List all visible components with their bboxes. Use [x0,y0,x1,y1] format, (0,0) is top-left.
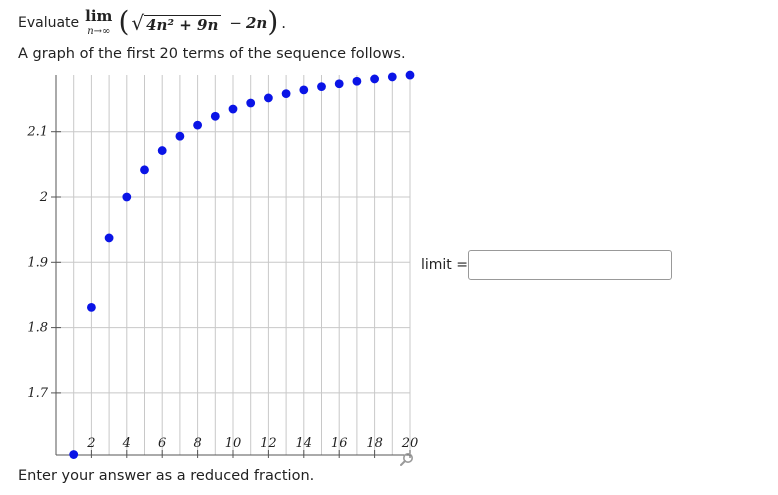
y-tick-label: 1.8 [27,321,48,336]
axis-layer [51,75,411,458]
zoom-lens [403,453,413,463]
x-tick-label: 18 [366,436,383,451]
graph-intro: A graph of the first 20 terms of the seq… [18,46,406,62]
data-point [157,146,167,155]
data-point [228,104,238,114]
tick-label-layer: 1.7 1.8 1.9 2 2.1 2 4 6 8 10 12 14 16 18 20 [26,125,418,451]
zoom-handle [400,460,406,466]
data-point [140,165,149,175]
data-point [104,233,114,243]
limit-label: limit = [421,257,468,273]
y-tick-label: 1.9 [27,255,48,270]
period: . [281,14,287,32]
limit-expression: lim n→∞ ( √ 4n² + 9n −2n ) . [85,5,287,38]
data-point [334,79,344,89]
term-2n: 2n [245,14,268,32]
y-tick-label: 2.1 [26,125,48,140]
data-point [122,192,132,202]
x-tick-label: 16 [331,436,348,451]
data-point [87,302,96,312]
x-tick-label: 12 [260,436,277,451]
data-point [175,131,185,141]
x-tick-label: 20 [401,436,419,451]
lim-word: lim [85,7,113,25]
data-point [69,450,79,459]
x-tick-label: 4 [122,436,131,451]
data-point [387,72,397,82]
subtracted-term: −2n [225,14,267,32]
x-tick-label: 2 [86,436,95,451]
evaluate-word: Evaluate [18,15,80,31]
lim-subscript: n→∞ [87,26,111,37]
point-layer [69,70,415,459]
data-point [193,120,203,130]
open-paren: ( [118,5,130,38]
data-point [210,111,220,121]
limit-answer-input[interactable] [468,250,672,280]
data-point [405,70,415,80]
y-tick-label: 1.7 [27,386,48,401]
data-point [264,93,273,103]
close-paren: ) [267,5,279,38]
lim-operator: lim n→∞ [85,9,112,37]
zoom-magnifier-icon[interactable] [400,453,413,466]
grid-layer [56,75,411,455]
data-point [352,76,362,86]
data-point [281,89,291,99]
x-tick-label: 14 [296,436,313,451]
data-point [370,74,379,84]
data-point [299,85,309,95]
data-point [246,98,256,108]
y-tick-label: 2 [39,190,48,205]
radicand: 4n² + 9n [144,14,222,34]
x-tick-label: 10 [225,436,242,451]
square-root: √ 4n² + 9n [131,11,222,35]
x-tick-label: 8 [193,436,201,451]
question-line: Evaluate lim n→∞ ( √ 4n² + 9n −2n ) . [18,6,286,40]
data-point [317,82,326,92]
instructions: Enter your answer as a reduced fraction. [18,468,315,484]
x-tick-label: 6 [158,436,166,451]
minus-sign: − [229,14,242,32]
radical-sign: √ [131,11,145,35]
